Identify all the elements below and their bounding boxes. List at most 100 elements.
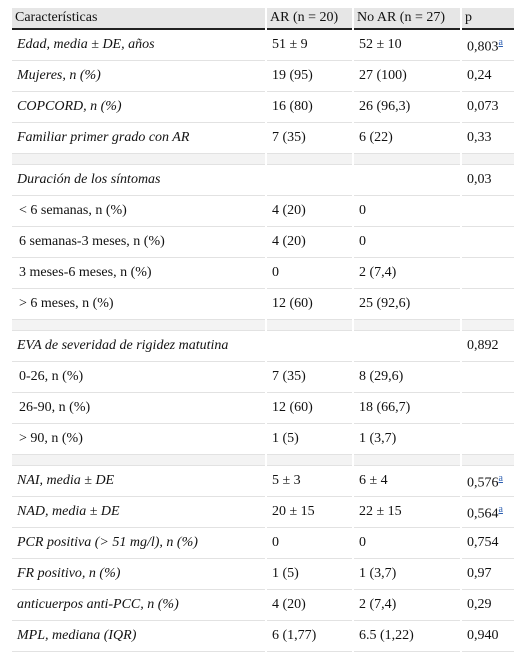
ar-cell: 1 (5) [267, 424, 352, 455]
spacer-cell [354, 455, 460, 466]
header-row: Características AR (n = 20) No AR (n = 2… [12, 8, 514, 30]
p-cell: 0,97 [462, 559, 514, 590]
label-text: COPCORD, n (%) [17, 99, 122, 114]
p-cell: 0,33 [462, 123, 514, 154]
noar-cell: 2 (7,4) [354, 258, 460, 289]
row-label: Mujeres, n (%) [12, 61, 265, 92]
table-row: Mujeres, n (%) 19 (95) 27 (100) 0,24 [12, 61, 514, 92]
row-label: 0-26, n (%) [12, 362, 265, 393]
header-cell: No AR (n = 27) [354, 8, 460, 30]
ar-cell: 1 (5) [267, 559, 352, 590]
footnote-link[interactable]: a [498, 503, 503, 515]
label-text: Familiar primer grado con AR [17, 130, 190, 145]
p-value: 0,754 [467, 535, 499, 550]
label-text: > 6 meses, n (%) [19, 296, 114, 311]
ar-value: 16 (80) [272, 99, 313, 114]
label-text: NAI, media ± DE [17, 473, 115, 488]
row-label: FR positivo, n (%) [12, 559, 265, 590]
footnote: a [499, 471, 503, 484]
header-cell: AR (n = 20) [267, 8, 352, 30]
noar-cell [354, 165, 460, 196]
noar-value: 6 (22) [359, 130, 393, 145]
ar-cell: 19 (95) [267, 61, 352, 92]
noar-value: 6.5 (1,22) [359, 628, 414, 643]
ar-cell: 12 (60) [267, 289, 352, 320]
noar-value: 26 (96,3) [359, 99, 411, 114]
ar-cell [267, 331, 352, 362]
noar-value: 2 (7,4) [359, 265, 397, 280]
p-cell: 0,564a [462, 497, 514, 528]
noar-cell: 25 (92,6) [354, 289, 460, 320]
noar-value: 0 [359, 535, 366, 550]
table-row: NAI, media ± DE 5 ± 3 6 ± 4 0,576a [12, 466, 514, 497]
p-cell [462, 289, 514, 320]
ar-cell: 5 ± 3 [267, 466, 352, 497]
row-label: EVA de severidad de rigidez matutina [12, 331, 265, 362]
spacer-cell [354, 154, 460, 165]
footnote: a [499, 502, 503, 515]
table-row: Duración de los síntomas 0,03 [12, 165, 514, 196]
table-row: PCR positiva (> 51 mg/l), n (%) 0 0 0,754 [12, 528, 514, 559]
table-body: Edad, media ± DE, años 51 ± 9 52 ± 10 0,803… [12, 30, 514, 652]
row-label: 3 meses-6 meses, n (%) [12, 258, 265, 289]
p-cell: 0,754 [462, 528, 514, 559]
noar-value: 1 (3,7) [359, 566, 397, 581]
row-label: > 6 meses, n (%) [12, 289, 265, 320]
spacer-cell [267, 455, 352, 466]
table-head: Características AR (n = 20) No AR (n = 2… [12, 8, 514, 30]
spacer-cell [462, 455, 514, 466]
table-row: NAD, media ± DE 20 ± 15 22 ± 15 0,564a [12, 497, 514, 528]
p-value: 0,803 [467, 39, 499, 55]
label-text: EVA de severidad de rigidez matutina [17, 338, 229, 353]
p-value: 0,97 [467, 566, 492, 581]
table-row: > 6 meses, n (%) 12 (60) 25 (92,6) [12, 289, 514, 320]
p-cell [462, 227, 514, 258]
p-cell: 0,073 [462, 92, 514, 123]
ar-cell: 20 ± 15 [267, 497, 352, 528]
table-row: Familiar primer grado con AR 7 (35) 6 (22)… [12, 123, 514, 154]
ar-cell [267, 165, 352, 196]
noar-cell [354, 331, 460, 362]
spacer-cell [462, 320, 514, 331]
ar-cell: 4 (20) [267, 227, 352, 258]
ar-value: 12 (60) [272, 296, 313, 311]
label-text: FR positivo, n (%) [17, 566, 121, 581]
label-text: < 6 semanas, n (%) [19, 203, 127, 218]
ar-value: 1 (5) [272, 431, 299, 446]
noar-cell: 0 [354, 227, 460, 258]
noar-value: 0 [359, 234, 366, 249]
p-value: 0,576 [467, 475, 499, 491]
noar-value: 8 (29,6) [359, 369, 404, 384]
noar-cell: 22 ± 15 [354, 497, 460, 528]
footnote-link[interactable]: a [498, 472, 503, 484]
p-cell [462, 196, 514, 227]
table-row: < 6 semanas, n (%) 4 (20) 0 [12, 196, 514, 227]
table-row: 3 meses-6 meses, n (%) 0 2 (7,4) [12, 258, 514, 289]
ar-value: 6 (1,77) [272, 628, 317, 643]
p-value: 0,33 [467, 130, 492, 145]
row-label: 26-90, n (%) [12, 393, 265, 424]
ar-cell: 6 (1,77) [267, 621, 352, 652]
table-row: 6 semanas-3 meses, n (%) 4 (20) 0 [12, 227, 514, 258]
p-value: 0,29 [467, 597, 492, 612]
row-label: NAI, media ± DE [12, 466, 265, 497]
row-label: COPCORD, n (%) [12, 92, 265, 123]
ar-cell: 7 (35) [267, 362, 352, 393]
ar-cell: 4 (20) [267, 196, 352, 227]
p-cell: 0,24 [462, 61, 514, 92]
p-cell [462, 258, 514, 289]
ar-value: 4 (20) [272, 234, 306, 249]
spacer-cell [12, 154, 265, 165]
label-text: Edad, media ± DE, años [17, 37, 155, 52]
table-row: 26-90, n (%) 12 (60) 18 (66,7) [12, 393, 514, 424]
footnote-link[interactable]: a [498, 36, 503, 48]
ar-cell: 16 (80) [267, 92, 352, 123]
spacer-row [12, 455, 514, 466]
noar-cell: 26 (96,3) [354, 92, 460, 123]
table-row: MPL, mediana (IQR) 6 (1,77) 6.5 (1,22) 0,94… [12, 621, 514, 652]
spacer-cell [12, 320, 265, 331]
p-cell: 0,892 [462, 331, 514, 362]
row-label: Duración de los síntomas [12, 165, 265, 196]
table-row: > 90, n (%) 1 (5) 1 (3,7) [12, 424, 514, 455]
ar-cell: 51 ± 9 [267, 30, 352, 61]
